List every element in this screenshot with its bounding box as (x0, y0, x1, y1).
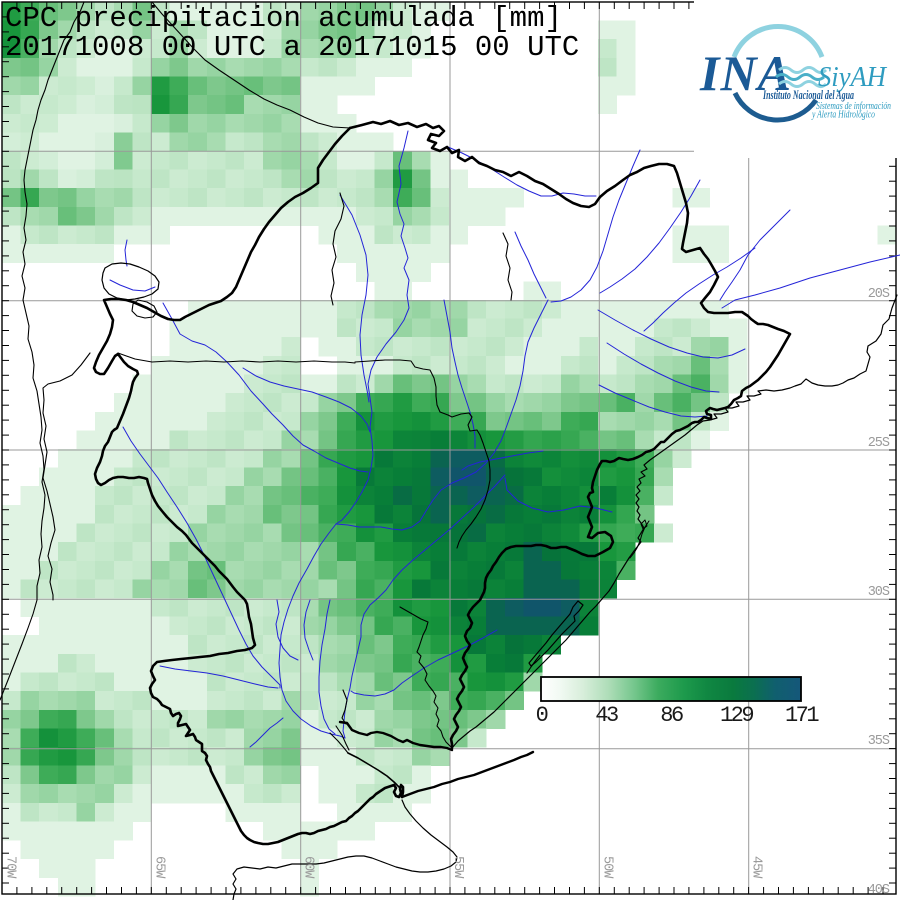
svg-text:55W: 55W (450, 856, 465, 879)
svg-text:0: 0 (536, 703, 548, 728)
svg-text:y Alerta Hidrológico: y Alerta Hidrológico (811, 110, 875, 121)
svg-text:86: 86 (660, 703, 683, 728)
svg-text:70W: 70W (3, 856, 18, 879)
svg-text:45W: 45W (749, 856, 764, 879)
svg-text:Instituto Nacional del Agua: Instituto Nacional del Agua (762, 88, 854, 102)
svg-text:INA: INA (699, 45, 792, 101)
svg-text:30S: 30S (868, 585, 890, 600)
svg-text:35S: 35S (868, 734, 890, 749)
svg-text:171: 171 (785, 703, 819, 728)
svg-text:50W: 50W (599, 856, 614, 879)
svg-text:Sistemas de información: Sistemas de información (816, 101, 891, 112)
svg-text:20S: 20S (868, 287, 890, 302)
svg-text:SiyAH: SiyAH (818, 61, 888, 93)
svg-text:43: 43 (595, 703, 618, 728)
svg-text:CPC precipitacion acumulada [m: CPC precipitacion acumulada [mm] (5, 2, 562, 35)
svg-text:129: 129 (720, 703, 753, 728)
svg-text:40S: 40S (868, 883, 890, 898)
svg-text:65W: 65W (151, 856, 166, 879)
svg-text:60W: 60W (301, 856, 316, 879)
svg-text:20171008 00 UTC a 20171015 00: 20171008 00 UTC a 20171015 00 UTC (5, 31, 579, 64)
svg-text:25S: 25S (868, 436, 890, 451)
